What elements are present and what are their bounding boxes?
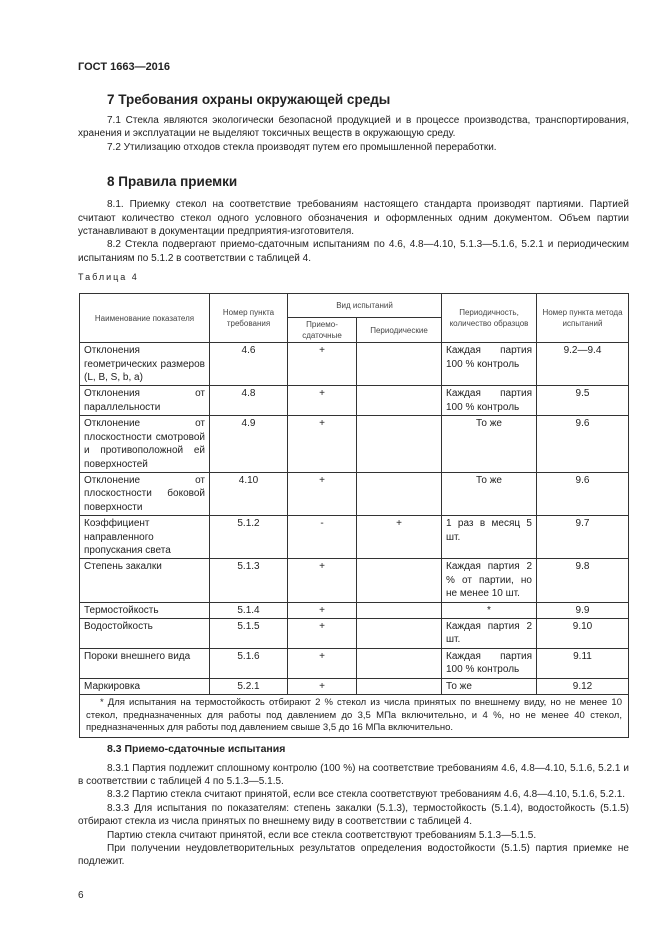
cell-req: 5.1.5 [209, 617, 288, 649]
cell-acc: + [287, 601, 357, 619]
paragraph-7-2: 7.2 Утилизацию отходов стекла производят… [107, 141, 497, 153]
cell-req: 4.10 [209, 471, 288, 517]
cell-req: 4.9 [209, 415, 288, 473]
cell-per [356, 558, 442, 603]
table-row: Коэффициент направленного пропускания св… [79, 515, 629, 560]
cell-req: 4.8 [209, 385, 288, 417]
table-row: Степень закалки 5.1.3 + Каждая партия 2 % о… [79, 558, 629, 603]
document-header: ГОСТ 1663—2016 [78, 61, 171, 73]
cell-acc: + [287, 677, 357, 696]
cell-method: 9.7 [536, 515, 629, 560]
cell-method: 9.9 [536, 601, 629, 619]
cell-req: 5.1.2 [209, 515, 288, 560]
header-name: Наименование показателя [79, 293, 210, 344]
cell-acc: + [287, 471, 357, 517]
cell-name: Отклонения геометрических размеров (L, B… [79, 342, 210, 387]
cell-acc: + [287, 558, 357, 603]
cell-method: 9.6 [536, 471, 629, 517]
cell-freq: Каждая партия 100 % контроль [441, 385, 537, 417]
cell-method: 9.5 [536, 385, 629, 417]
section-8-body: 8.1. Приемку стекол на соответствие треб… [78, 198, 629, 265]
table-caption: Таблица 4 [78, 272, 139, 283]
cell-req: 5.1.6 [209, 647, 288, 679]
table-footnote: * Для испытания на термостойкость отбира… [79, 694, 629, 738]
cell-acc: + [287, 617, 357, 649]
paragraph-8-3-5: При получении неудовлетворительных резул… [78, 842, 629, 868]
cell-name: Отклонения от параллельности [79, 385, 210, 417]
cell-freq: То же [441, 677, 537, 696]
section-8-title: 8 Правила приемки [107, 174, 238, 190]
paragraph-8-1: 8.1. Приемку стекол на соответствие треб… [78, 199, 629, 238]
cell-method: 9.8 [536, 558, 629, 603]
cell-name: Отклонение от плоскостности смотровой и … [79, 415, 210, 473]
cell-method: 9.12 [536, 677, 629, 696]
cell-freq: * [441, 601, 537, 619]
cell-acc: + [287, 385, 357, 417]
cell-name: Водостойкость [79, 617, 210, 649]
cell-method: 9.10 [536, 617, 629, 649]
cell-acc: - [287, 515, 357, 560]
cell-freq: Каждая партия 100 % контроль [441, 647, 537, 679]
cell-freq: То же [441, 471, 537, 517]
document-page: ГОСТ 1663—2016 7 Требования охраны окруж… [78, 61, 629, 902]
table-row: Водостойкость 5.1.5 + Каждая партия 2 шт. 9.… [79, 617, 629, 649]
cell-name: Термостойкость [79, 601, 210, 619]
section-7-body: 7.1 Стекла являются экологически безопас… [78, 114, 629, 154]
table-4: Наименование показателя Номер пункта тре… [79, 293, 629, 738]
paragraph-7-1: 7.1 Стекла являются экологически безопас… [78, 115, 629, 140]
cell-per [356, 601, 442, 619]
cell-freq: Каждая партия 2 шт. [441, 617, 537, 649]
cell-per: + [356, 515, 442, 560]
paragraph-8-3-2: 8.3.2 Партию стекла считают принятой, ес… [107, 789, 626, 801]
cell-per [356, 415, 442, 473]
cell-per [356, 677, 442, 696]
cell-req: 4.6 [209, 342, 288, 387]
header-kind: Вид испытаний [287, 293, 442, 319]
header-per: Периодические [356, 317, 442, 344]
cell-per [356, 342, 442, 387]
table-row: Отклонения геометрических размеров (L, B… [79, 342, 629, 387]
page-number: 6 [78, 889, 84, 901]
cell-req: 5.2.1 [209, 677, 288, 696]
cell-freq: То же [441, 415, 537, 473]
table-row: Отклонения от параллельности 4.8 + Каждая п… [79, 385, 629, 417]
section-8-3-title: 8.3 Приемо-сдаточные испытания [107, 742, 286, 755]
cell-freq: Каждая партия 100 % контроль [441, 342, 537, 387]
cell-acc: + [287, 415, 357, 473]
cell-per [356, 617, 442, 649]
table-row: Термостойкость 5.1.4 + * 9.9 [79, 601, 629, 619]
cell-name: Коэффициент направленного пропускания св… [79, 515, 210, 560]
cell-method: 9.11 [536, 647, 629, 679]
cell-acc: + [287, 342, 357, 387]
section-7-title: 7 Требования охраны окружающей среды [107, 92, 391, 107]
cell-acc: + [287, 647, 357, 679]
cell-freq: 1 раз в месяц 5 шт. [441, 515, 537, 560]
cell-per [356, 385, 442, 417]
cell-req: 5.1.4 [209, 601, 288, 619]
header-method: Номер пункта метода испытаний [536, 293, 629, 344]
section-8-3-body: 8.3.1 Партия подлежит сплошному контролю… [78, 762, 629, 869]
header-req: Номер пункта требования [209, 293, 288, 344]
cell-freq: Каждая партия 2 % от партии, но не менее… [441, 558, 537, 603]
cell-req: 5.1.3 [209, 558, 288, 603]
cell-method: 9.2—9.4 [536, 342, 629, 387]
paragraph-8-3-3: 8.3.3 Для испытания по показателям: степ… [78, 802, 629, 828]
cell-name: Пороки внешнего вида [79, 647, 210, 679]
cell-name: Отклонение от плоскостности боковой пове… [79, 471, 210, 517]
paragraph-8-2: 8.2 Стекла подвергают приемо-сдаточным и… [78, 239, 629, 264]
header-acc: Приемо-сдаточные [287, 317, 357, 344]
cell-method: 9.6 [536, 415, 629, 473]
header-freq: Периодичность, количество образцов [441, 293, 537, 344]
cell-per [356, 471, 442, 517]
cell-name: Маркировка [79, 677, 210, 696]
paragraph-8-3-4: Партию стекла считают принятой, если все… [107, 829, 537, 841]
table-row: Маркировка 5.2.1 + То же 9.12 [79, 677, 629, 696]
cell-per [356, 647, 442, 679]
cell-name: Степень закалки [79, 558, 210, 603]
table-row: Пороки внешнего вида 5.1.6 + Каждая партия … [79, 647, 629, 679]
table-row: Отклонение от плоскостности боковой пове… [79, 471, 629, 517]
paragraph-8-3-1: 8.3.1 Партия подлежит сплошному контролю… [78, 762, 629, 787]
table-row: Отклонение от плоскостности смотровой и … [79, 415, 629, 473]
